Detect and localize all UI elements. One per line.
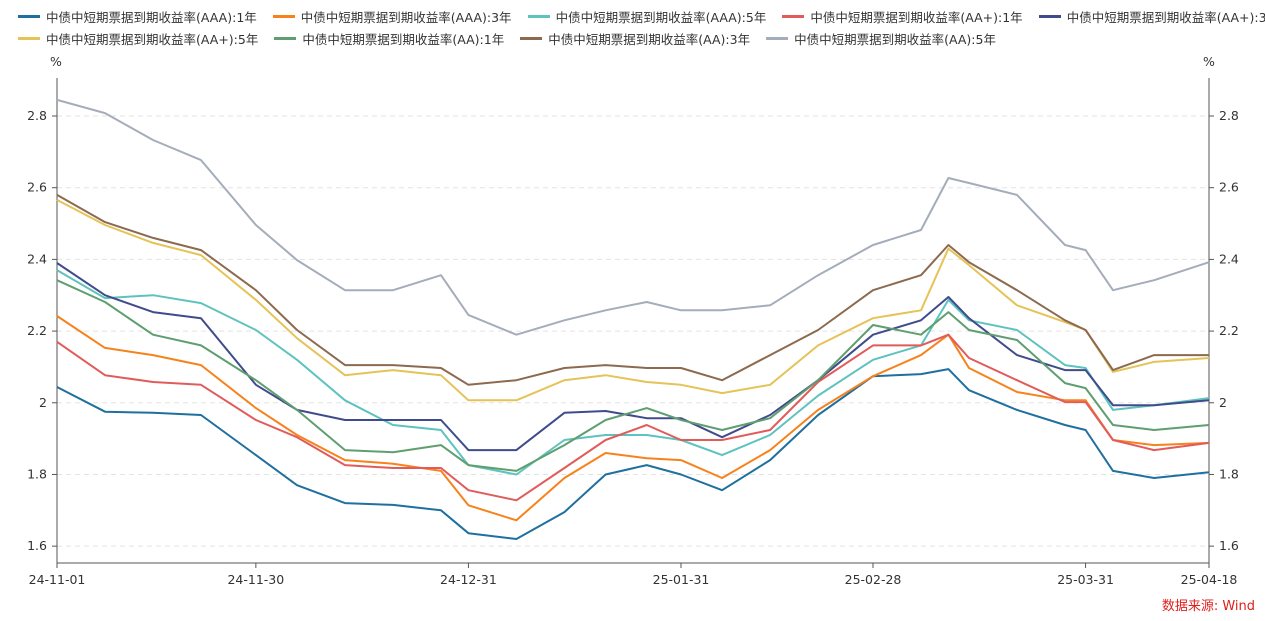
legend-item[interactable]: 中债中短期票据到期收益率(AAA):1年 xyxy=(18,7,257,26)
y-tick-label-left: 2.8 xyxy=(27,108,47,123)
legend-swatch-icon xyxy=(527,14,550,18)
legend-label: 中债中短期票据到期收益率(AA+):1年 xyxy=(810,9,1023,25)
legend-swatch-icon xyxy=(766,36,789,40)
legend-swatch-icon xyxy=(520,36,543,40)
series-line-0 xyxy=(56,368,1210,540)
y-tick-label-right: 1.6 xyxy=(1219,538,1239,553)
y-tick-label-left: 1.8 xyxy=(27,466,47,481)
x-tick-label: 25-01-31 xyxy=(653,572,710,587)
y-tick-label-right: 2.8 xyxy=(1219,108,1239,123)
y-tick-label-right: 2.2 xyxy=(1219,323,1239,338)
series-line-1 xyxy=(56,315,1210,522)
x-tick-label: 25-03-31 xyxy=(1057,572,1114,587)
legend-item[interactable]: 中债中短期票据到期收益率(AA):5年 xyxy=(766,29,996,48)
legend-swatch-icon xyxy=(18,36,40,40)
legend-row: 中债中短期票据到期收益率(AAA):1年 中债中短期票据到期收益率(AAA):3年… xyxy=(18,5,1265,27)
series-line-7 xyxy=(56,194,1209,386)
x-tick-label: 25-04-18 xyxy=(1181,572,1238,587)
y-axis-unit-left: % xyxy=(50,54,62,69)
legend-item[interactable]: 中债中短期票据到期收益率(AA):3年 xyxy=(520,29,750,48)
series-line-8 xyxy=(56,98,1210,336)
legend-item[interactable]: 中债中短期票据到期收益率(AAA):5年 xyxy=(527,7,767,26)
y-tick-label-right: 2 xyxy=(1219,395,1227,410)
data-source-note: 数据来源: Wind xyxy=(1161,599,1255,614)
series-line-5 xyxy=(56,199,1210,402)
legend-label: 中债中短期票据到期收益率(AA):3年 xyxy=(548,31,751,47)
legend-label: 中债中短期票据到期收益率(AAA):1年 xyxy=(46,9,257,25)
x-tick-label: 24-11-30 xyxy=(227,572,284,587)
x-tick-label: 25-02-28 xyxy=(845,572,902,587)
legend-item[interactable]: 中债中短期票据到期收益率(AA+):3年 xyxy=(1038,7,1265,26)
series-line-2 xyxy=(56,269,1210,476)
y-axis-unit-right: % xyxy=(1203,54,1215,69)
y-tick-label-left: 1.6 xyxy=(27,538,47,553)
legend-label: 中债中短期票据到期收益率(AA+):5年 xyxy=(46,31,259,47)
y-tick-label-right: 2.6 xyxy=(1219,180,1239,195)
legend-label: 中债中短期票据到期收益率(AA):5年 xyxy=(794,31,996,47)
x-tick-label: 24-11-01 xyxy=(29,572,86,587)
y-tick-label-right: 1.8 xyxy=(1219,466,1239,481)
y-tick-label-left: 2.2 xyxy=(27,323,47,338)
y-tick-label-left: 2.6 xyxy=(27,180,47,195)
series-line-6 xyxy=(56,279,1210,472)
legend-label: 中债中短期票据到期收益率(AAA):5年 xyxy=(555,9,767,25)
x-tick-label: 24-12-31 xyxy=(440,572,497,587)
legend-item[interactable]: 中债中短期票据到期收益率(AA):1年 xyxy=(274,29,504,48)
legend-label: 中债中短期票据到期收益率(AA+):3年 xyxy=(1066,9,1265,25)
legend-swatch-icon xyxy=(274,36,297,40)
legend-swatch-icon xyxy=(782,14,805,18)
chart-legend: 中债中短期票据到期收益率(AAA):1年 中债中短期票据到期收益率(AAA):3年… xyxy=(18,5,1265,49)
legend-item[interactable]: 中债中短期票据到期收益率(AA+):1年 xyxy=(782,7,1023,26)
y-tick-label-left: 2.4 xyxy=(27,251,47,266)
legend-label: 中债中短期票据到期收益率(AAA):3年 xyxy=(300,9,512,25)
y-tick-label-right: 2.4 xyxy=(1219,251,1239,266)
legend-swatch-icon xyxy=(272,14,295,18)
legend-swatch-icon xyxy=(1038,14,1061,18)
y-tick-label-left: 2 xyxy=(39,395,47,410)
legend-item[interactable]: 中债中短期票据到期收益率(AA+):5年 xyxy=(18,29,258,48)
series-line-3 xyxy=(56,333,1210,502)
legend-label: 中债中短期票据到期收益率(AA):1年 xyxy=(302,31,505,47)
legend-row: 中债中短期票据到期收益率(AA+):5年 中债中短期票据到期收益率(AA):1年 中… xyxy=(18,27,1258,49)
legend-item[interactable]: 中债中短期票据到期收益率(AAA):3年 xyxy=(272,7,512,26)
legend-swatch-icon xyxy=(18,14,40,18)
